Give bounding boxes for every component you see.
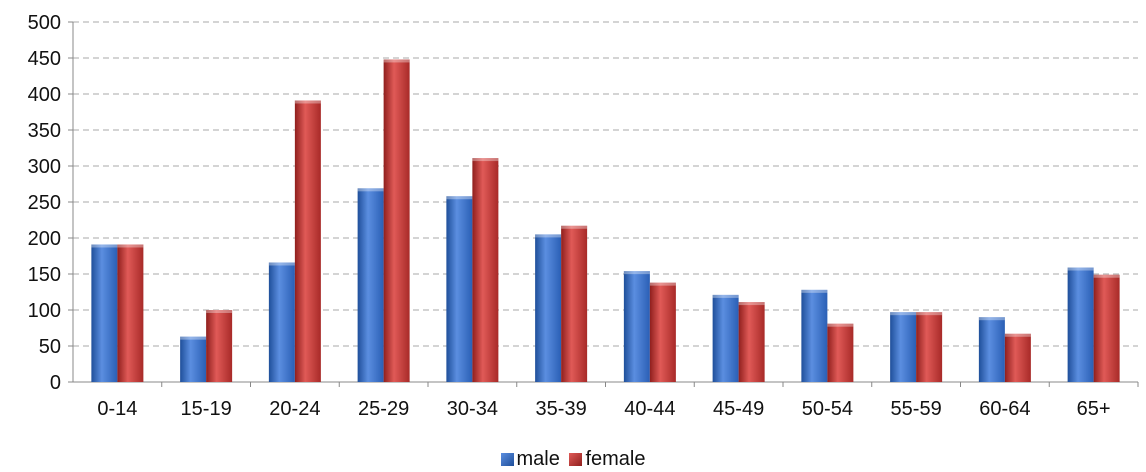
bar-highlight-female xyxy=(206,310,233,313)
legend-label-male: male xyxy=(516,448,560,470)
bar-female xyxy=(916,312,943,382)
bar-highlight-female xyxy=(561,225,588,229)
y-tick-label: 300 xyxy=(28,156,61,178)
bar-highlight-female xyxy=(916,312,943,316)
bar-highlight-female xyxy=(827,323,854,327)
bar-male xyxy=(91,244,118,382)
x-tick-label: 30-34 xyxy=(447,398,498,420)
bar-highlight-male xyxy=(890,312,917,316)
bar-highlight-female xyxy=(738,302,765,306)
x-tick-label: 25-29 xyxy=(358,398,409,420)
bar-highlight-female xyxy=(1093,274,1120,278)
y-tick-label: 400 xyxy=(28,84,61,106)
x-tick-label: 0-14 xyxy=(97,398,137,420)
y-tick-label: 200 xyxy=(28,228,61,250)
bar-highlight-female xyxy=(383,59,410,63)
bar-highlight-male xyxy=(535,234,562,238)
bar-highlight-female xyxy=(117,244,144,248)
bar-female xyxy=(472,158,499,382)
bar-highlight-male xyxy=(268,262,295,266)
bar-female xyxy=(738,302,765,382)
x-tick-label: 60-64 xyxy=(979,398,1030,420)
bar-male xyxy=(180,336,207,382)
bar-highlight-male xyxy=(180,336,207,340)
y-tick-label: 150 xyxy=(28,264,61,286)
bar-male xyxy=(357,188,384,382)
bar-highlight-male xyxy=(712,294,739,298)
bar-male xyxy=(268,262,295,382)
bar-highlight-male xyxy=(91,244,118,248)
y-tick-label: 500 xyxy=(28,12,61,34)
bar-female xyxy=(1004,333,1031,382)
y-tick-label: 450 xyxy=(28,48,61,70)
legend-swatch-female xyxy=(569,453,583,466)
bar-female xyxy=(117,244,144,382)
bar-male xyxy=(890,312,917,382)
legend-item-male: male xyxy=(500,448,560,471)
x-tick-label: 40-44 xyxy=(624,398,675,420)
y-tick-label: 100 xyxy=(28,300,61,322)
legend-swatch-male xyxy=(500,453,514,466)
bar-highlight-male xyxy=(357,188,384,192)
x-tick-label: 35-39 xyxy=(536,398,587,420)
bar-male xyxy=(535,234,562,382)
bar-highlight-female xyxy=(472,158,499,162)
x-tick-label: 55-59 xyxy=(891,398,942,420)
x-tick-label: 45-49 xyxy=(713,398,764,420)
bar-male xyxy=(1067,267,1094,382)
bar-female xyxy=(827,323,854,382)
bar-male xyxy=(978,317,1005,382)
x-tick-label: 65+ xyxy=(1077,398,1111,420)
bar-male xyxy=(801,289,828,382)
legend-item-female: female xyxy=(569,448,645,471)
bar-female xyxy=(561,225,588,382)
legend-label-female: female xyxy=(585,448,646,470)
bar-highlight-male xyxy=(446,196,473,200)
bar-highlight-female xyxy=(1004,333,1031,337)
bar-male xyxy=(712,294,739,382)
bar-highlight-male xyxy=(1067,267,1094,271)
bar-female xyxy=(649,282,676,382)
bar-highlight-female xyxy=(649,282,676,286)
bar-highlight-male xyxy=(978,317,1005,321)
bar-highlight-female xyxy=(294,100,321,104)
bar-chart-canvas: 0 50 100 150 200 250 300 350 400 450 500 0-14 15-19 2… xyxy=(28,12,1139,420)
bar-highlight-male xyxy=(801,289,828,293)
legend: male female xyxy=(0,448,1146,472)
bar-female xyxy=(383,59,410,382)
y-tick-label: 250 xyxy=(28,192,61,214)
bar-male xyxy=(446,196,473,382)
bar-female xyxy=(1093,274,1120,382)
bar-female xyxy=(294,100,321,382)
y-tick-label: 0 xyxy=(50,372,61,394)
y-tick-label: 50 xyxy=(39,336,61,358)
x-tick-label: 50-54 xyxy=(802,398,853,420)
x-tick-label: 15-19 xyxy=(181,398,232,420)
x-tick-label: 20-24 xyxy=(269,398,320,420)
bar-male xyxy=(623,271,650,382)
y-tick-label: 350 xyxy=(28,120,61,142)
bar-highlight-male xyxy=(623,271,650,275)
bar-female xyxy=(206,310,233,382)
